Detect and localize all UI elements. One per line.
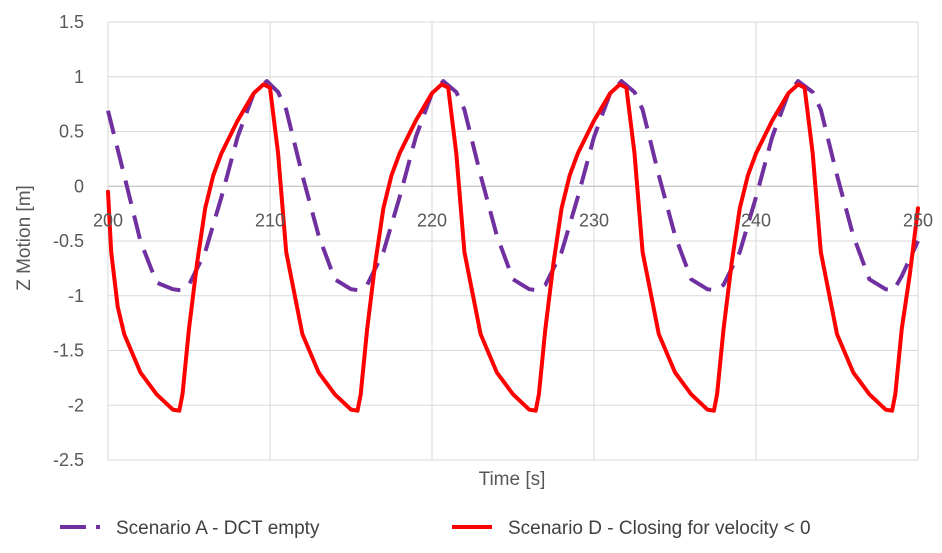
x-tick-label: 240 <box>741 210 771 230</box>
x-tick-labels: 200 210 220 230 240 250 <box>93 210 933 230</box>
y-tick-labels: 1.5 1 0.5 0 -0.5 -1 -1.5 -2 -2.5 <box>53 12 84 470</box>
legend-label-1: Scenario A - DCT empty <box>116 518 320 539</box>
x-axis-title: Time [s] <box>479 469 546 490</box>
x-tick-label: 250 <box>903 210 933 230</box>
x-tick-label: 210 <box>255 210 285 230</box>
series-layer <box>106 79 920 413</box>
y-tick-label: 0.5 <box>59 122 84 142</box>
y-tick-label: 1.5 <box>59 12 84 32</box>
y-tick-label: -2 <box>68 395 84 415</box>
y-tick-label: 1 <box>74 67 84 87</box>
series-line-2 <box>106 82 920 413</box>
legend-label-2: Scenario D - Closing for velocity < 0 <box>508 518 811 539</box>
y-tick-label: -1.5 <box>53 341 84 361</box>
series-line-1 <box>106 79 920 293</box>
x-tick-label: 200 <box>93 210 123 230</box>
y-tick-label: -1 <box>68 286 84 306</box>
x-tick-label: 230 <box>579 210 609 230</box>
x-tick-label: 220 <box>417 210 447 230</box>
y-tick-label: 0 <box>74 176 84 196</box>
y-tick-label: -0.5 <box>53 231 84 251</box>
y-tick-label: -2.5 <box>53 450 84 470</box>
y-axis-title: Z Motion [m] <box>14 185 35 291</box>
legend: Scenario A - DCT empty Scenario D - Closi… <box>60 518 811 539</box>
